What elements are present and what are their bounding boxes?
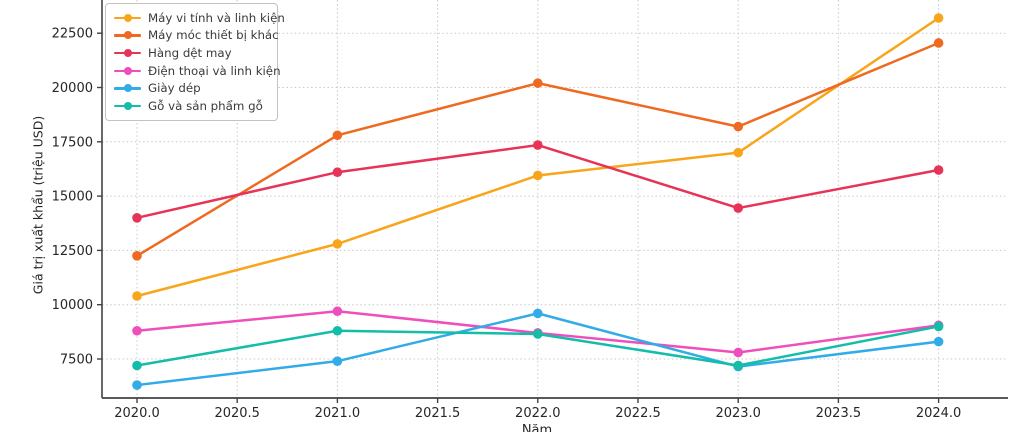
data-point[interactable] xyxy=(332,239,343,249)
data-point[interactable] xyxy=(933,321,944,332)
data-point[interactable] xyxy=(933,165,944,175)
data-point[interactable] xyxy=(933,38,944,48)
chart-legend: Máy vi tính và linh kiện Máy móc thiết b… xyxy=(105,3,285,121)
x-tick-label: 2023.5 xyxy=(816,406,862,421)
data-point[interactable] xyxy=(733,147,743,158)
data-point[interactable] xyxy=(332,130,343,141)
data-point[interactable] xyxy=(933,13,944,23)
x-tick-label: 2022.0 xyxy=(515,406,561,421)
legend-line-marker-icon xyxy=(114,13,141,23)
x-tick-label: 2022.5 xyxy=(615,406,661,421)
legend-label: Máy vi tính và linh kiện xyxy=(148,10,285,25)
x-tick-label: 2020.5 xyxy=(214,406,260,421)
legend-entry-dien-thoai: Điện thoại và linh kiện xyxy=(114,62,281,80)
x-tick-label: 2024.0 xyxy=(916,406,962,421)
data-point[interactable] xyxy=(332,167,343,178)
x-tick-label: 2020.0 xyxy=(114,406,160,421)
data-point[interactable] xyxy=(933,336,944,347)
data-point[interactable] xyxy=(132,380,142,390)
y-tick-label: 22500 xyxy=(52,27,93,42)
legend-line-marker-icon xyxy=(114,48,141,58)
legend-label: Giày dép xyxy=(148,81,201,96)
legend-line-marker-icon xyxy=(114,83,141,93)
y-tick-label: 15000 xyxy=(52,190,93,205)
legend-entry-giay-dep: Giày dép xyxy=(114,79,269,97)
data-point[interactable] xyxy=(733,347,743,358)
legend-entry-hang-det-may: Hàng dệt may xyxy=(114,44,269,62)
data-point[interactable] xyxy=(332,356,343,366)
data-point[interactable] xyxy=(132,325,142,336)
data-point[interactable] xyxy=(533,170,543,181)
data-point[interactable] xyxy=(733,203,743,213)
data-point[interactable] xyxy=(733,121,743,132)
data-point[interactable] xyxy=(533,78,543,88)
y-tick-label: 17500 xyxy=(52,135,93,150)
data-point[interactable] xyxy=(332,325,343,336)
y-tick-label: 7500 xyxy=(60,353,93,368)
data-point[interactable] xyxy=(332,306,343,317)
y-tick-label: 12500 xyxy=(52,244,93,259)
legend-line-marker-icon xyxy=(114,30,141,40)
legend-entry-may-vi-tinh: Máy vi tính và linh kiện xyxy=(114,9,285,27)
legend-label: Hàng dệt may xyxy=(148,45,232,60)
y-axis-label: Giá trị xuất khẩu (triệu USD) xyxy=(30,115,46,295)
data-point[interactable] xyxy=(733,360,743,371)
x-tick-label: 2021.0 xyxy=(315,406,361,421)
x-tick-label: 2023.0 xyxy=(715,406,761,421)
data-point[interactable] xyxy=(533,308,543,319)
y-tick-label: 10000 xyxy=(52,298,93,313)
legend-entry-may-moc: Máy móc thiết bị khác xyxy=(114,27,279,45)
legend-line-marker-icon xyxy=(114,66,141,76)
legend-label: Máy móc thiết bị khác xyxy=(148,28,279,43)
data-point[interactable] xyxy=(533,140,543,150)
x-tick-label: 2021.5 xyxy=(415,406,461,421)
data-point[interactable] xyxy=(132,360,142,371)
legend-label: Gỗ và sản phẩm gỗ xyxy=(148,98,263,113)
data-point[interactable] xyxy=(132,291,142,301)
legend-line-marker-icon xyxy=(114,101,141,111)
legend-entry-go-san-pham: Gỗ và sản phẩm gỗ xyxy=(114,97,269,115)
legend-label: Điện thoại và linh kiện xyxy=(148,63,281,78)
x-axis-label: Năm xyxy=(521,423,553,432)
data-point[interactable] xyxy=(132,251,142,261)
data-point[interactable] xyxy=(533,329,543,339)
data-point[interactable] xyxy=(132,213,142,223)
y-tick-label: 20000 xyxy=(52,81,93,96)
